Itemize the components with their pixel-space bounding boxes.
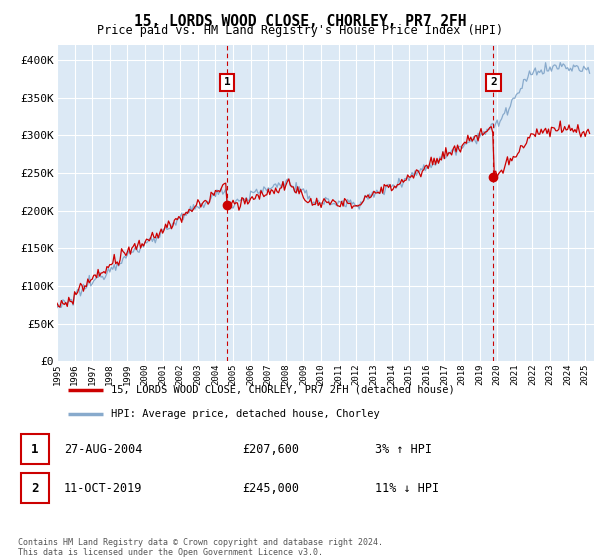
Text: 1: 1	[224, 77, 230, 87]
Text: HPI: Average price, detached house, Chorley: HPI: Average price, detached house, Chor…	[111, 409, 379, 419]
Text: 11-OCT-2019: 11-OCT-2019	[64, 482, 142, 494]
Text: Price paid vs. HM Land Registry's House Price Index (HPI): Price paid vs. HM Land Registry's House …	[97, 24, 503, 37]
Text: £245,000: £245,000	[242, 482, 299, 494]
Text: 15, LORDS WOOD CLOSE, CHORLEY, PR7 2FH: 15, LORDS WOOD CLOSE, CHORLEY, PR7 2FH	[134, 14, 466, 29]
Text: 27-AUG-2004: 27-AUG-2004	[64, 442, 142, 456]
Text: 3% ↑ HPI: 3% ↑ HPI	[375, 442, 432, 456]
Text: Contains HM Land Registry data © Crown copyright and database right 2024.
This d: Contains HM Land Registry data © Crown c…	[18, 538, 383, 557]
Bar	[20, 433, 49, 464]
Text: £207,600: £207,600	[242, 442, 299, 456]
Bar	[20, 473, 49, 503]
Text: 2: 2	[31, 482, 39, 494]
Text: 11% ↓ HPI: 11% ↓ HPI	[375, 482, 439, 494]
Text: 1: 1	[31, 442, 39, 456]
Text: 15, LORDS WOOD CLOSE, CHORLEY, PR7 2FH (detached house): 15, LORDS WOOD CLOSE, CHORLEY, PR7 2FH (…	[111, 385, 454, 395]
Text: 2: 2	[490, 77, 497, 87]
